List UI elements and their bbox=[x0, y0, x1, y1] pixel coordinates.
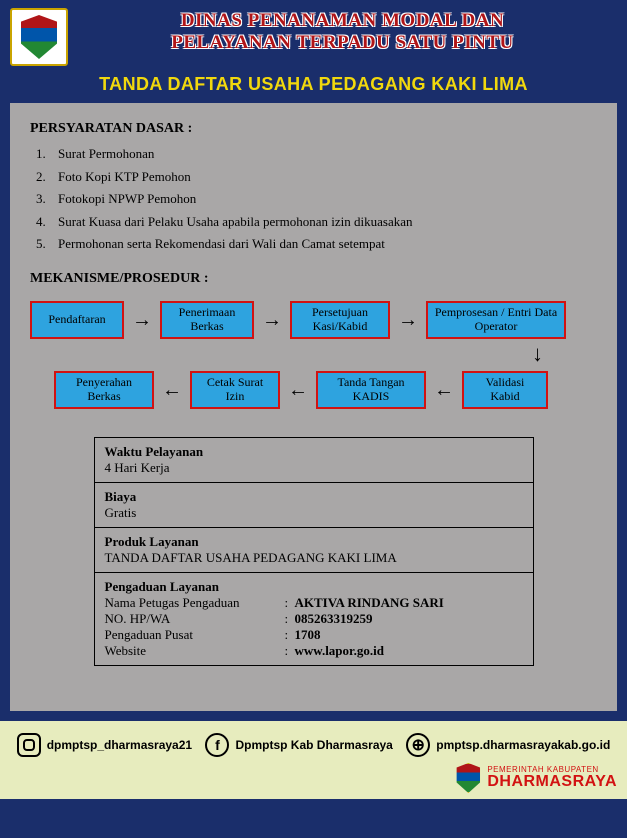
facebook-link[interactable]: f Dpmptsp Kab Dharmasraya bbox=[205, 733, 392, 757]
arrow-down-icon: ↓ bbox=[532, 341, 543, 367]
footer: dpmptsp_dharmasraya21 f Dpmptsp Kab Dhar… bbox=[0, 721, 627, 799]
list-item: 3.Fotokopi NPWP Pemohon bbox=[36, 190, 597, 208]
flow-node: Pendaftaran bbox=[30, 301, 124, 339]
content-panel: PERSYARATAN DASAR : 1.Surat Permohonan 2… bbox=[10, 103, 617, 711]
list-item: 2.Foto Kopi KTP Pemohon bbox=[36, 168, 597, 186]
list-item: 4.Surat Kuasa dari Pelaku Usaha apabila … bbox=[36, 213, 597, 231]
instagram-link[interactable]: dpmptsp_dharmasraya21 bbox=[17, 733, 192, 757]
flow-node: Penyerahan Berkas bbox=[54, 371, 154, 409]
flow-node: Tanda Tangan KADIS bbox=[316, 371, 426, 409]
instagram-icon bbox=[17, 733, 41, 757]
table-cell: Biaya Gratis bbox=[94, 482, 533, 527]
flow-node: Persetujuan Kasi/Kabid bbox=[290, 301, 390, 339]
table-cell: Pengaduan Layanan Nama Petugas Pengaduan… bbox=[94, 572, 533, 665]
brand: PEMERINTAH KABUPATEN DHARMASRAYA bbox=[10, 763, 617, 793]
title-block: DINAS PENANAMAN MODAL DAN PELAYANAN TERP… bbox=[68, 8, 617, 54]
website-link[interactable]: ⊕ pmptsp.dharmasrayakab.go.id bbox=[406, 733, 610, 757]
logo bbox=[10, 8, 68, 66]
requirements-list: 1.Surat Permohonan 2.Foto Kopi KTP Pemoh… bbox=[36, 145, 597, 253]
info-table: Waktu Pelayanan 4 Hari Kerja Biaya Grati… bbox=[94, 437, 534, 666]
table-cell: Waktu Pelayanan 4 Hari Kerja bbox=[94, 437, 533, 482]
subtitle: TANDA DAFTAR USAHA PEDAGANG KAKI LIMA bbox=[10, 74, 617, 95]
globe-icon: ⊕ bbox=[406, 733, 430, 757]
flow-node: Penerimaan Berkas bbox=[160, 301, 254, 339]
flowchart: Pendaftaran → Penerimaan Berkas → Perset… bbox=[30, 301, 597, 409]
table-cell: Produk Layanan TANDA DAFTAR USAHA PEDAGA… bbox=[94, 527, 533, 572]
flow-node: Cetak Surat Izin bbox=[190, 371, 280, 409]
list-item: 1.Surat Permohonan bbox=[36, 145, 597, 163]
shield-icon bbox=[19, 15, 59, 59]
shield-icon bbox=[455, 763, 481, 793]
flow-node: Pemprosesan / Entri Data Operator bbox=[426, 301, 566, 339]
requirements-heading: PERSYARATAN DASAR : bbox=[30, 121, 597, 137]
header: DINAS PENANAMAN MODAL DAN PELAYANAN TERP… bbox=[0, 0, 627, 70]
flow-node: Validasi Kabid bbox=[462, 371, 548, 409]
title-line-2: PELAYANAN TERPADU SATU PINTU bbox=[68, 32, 617, 54]
list-item: 5.Permohonan serta Rekomendasi dari Wali… bbox=[36, 235, 597, 253]
title-line-1: DINAS PENANAMAN MODAL DAN bbox=[68, 10, 617, 32]
mechanism-heading: MEKANISME/PROSEDUR : bbox=[30, 271, 597, 287]
facebook-icon: f bbox=[205, 733, 229, 757]
